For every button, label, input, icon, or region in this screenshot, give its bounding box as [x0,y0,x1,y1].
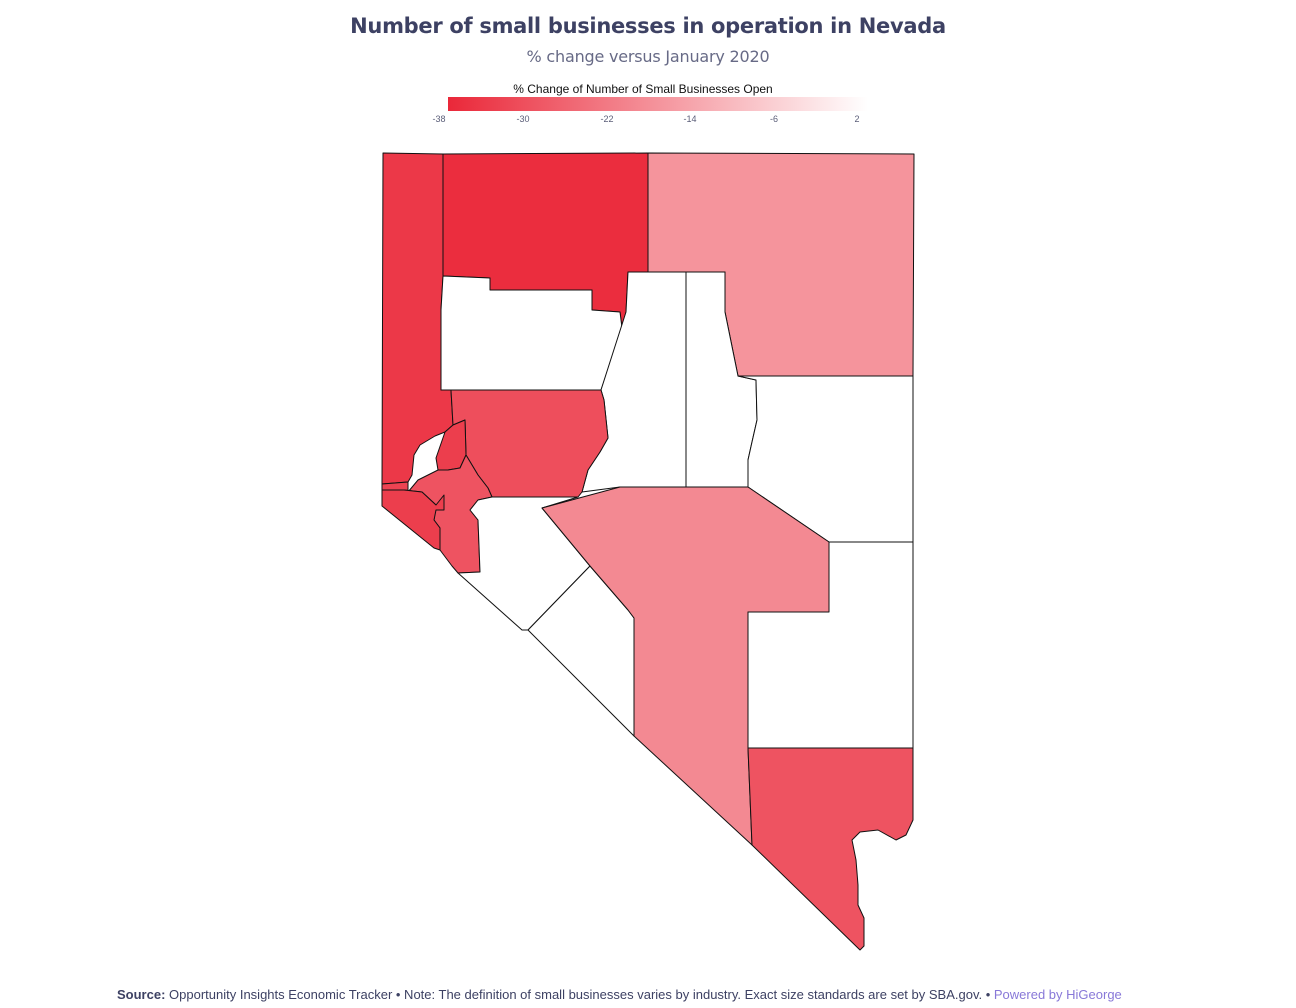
chart-title: Number of small businesses in operation … [350,14,946,38]
legend-tick: -6 [769,114,778,124]
legend-tick: -22 [600,114,614,124]
footer-source: Source: Opportunity Insights Economic Tr… [117,987,1257,1002]
legend-tick: -38 [432,114,446,124]
source-text: Opportunity Insights Economic Tracker • … [165,987,994,1002]
county-white-pine[interactable] [737,375,914,543]
legend-tick: 2 [854,114,860,124]
county-douglas[interactable] [381,489,445,551]
legend-tick: -14 [683,114,697,124]
powered-by-link[interactable]: Powered by HiGeorge [993,987,1122,1002]
legend-title: % Change of Number of Small Businesses O… [513,82,773,96]
legend-tick-labels: -38 -30 -22 -14 -6 2 [428,114,868,126]
legend-gradient-bar [448,97,868,111]
legend-tick: -30 [516,114,530,124]
county-pershing[interactable] [440,275,623,391]
color-legend: % Change of Number of Small Businesses O… [428,80,868,128]
chart-subtitle: % change versus January 2020 [526,47,770,66]
source-label: Source: [117,987,166,1002]
nevada-county-map [381,152,915,951]
county-clark[interactable] [747,747,914,951]
